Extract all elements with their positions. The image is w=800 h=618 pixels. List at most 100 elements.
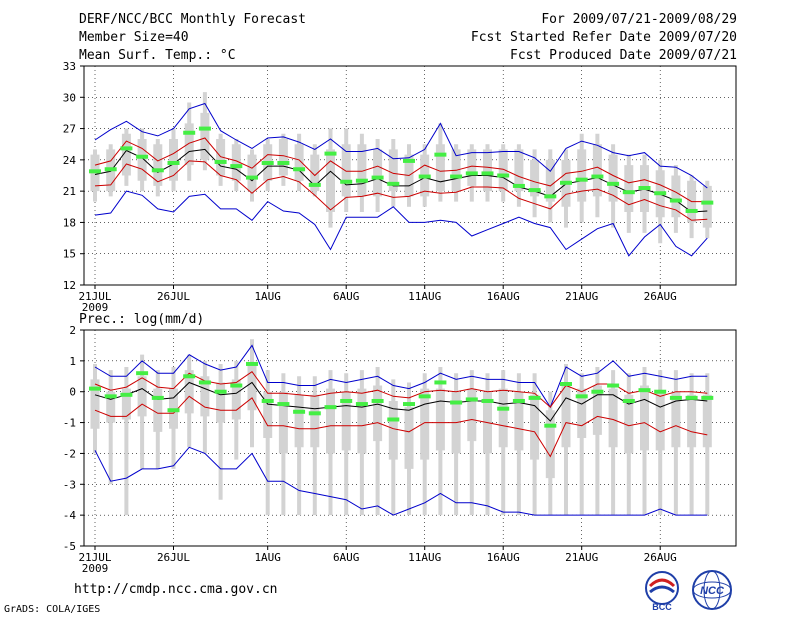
lower-sd-line [94,395,708,458]
median-marker [544,194,557,199]
x-tick-label: 11AUG [408,290,441,303]
y-tick-label: 15 [63,248,76,261]
x-tick-label: 26AUG [644,551,677,564]
median-marker [512,183,525,188]
grads-credit: GrADS: COLA/IGES [4,604,101,615]
median-marker [261,398,274,403]
median-marker [246,175,258,180]
median-marker [261,160,274,165]
mean-line [94,381,708,422]
median-marker [198,126,211,131]
median-marker [151,168,164,173]
footer-url[interactable]: http://cmdp.ncc.cma.gov.cn [74,582,278,597]
median-marker [355,402,368,407]
y-tick-label: 2 [69,324,76,337]
x-tick-label: 21JUL [78,551,111,564]
min-member-line [94,190,708,257]
median-marker [481,171,494,176]
median-marker [497,173,510,178]
x-tick-label: 26JUL [157,290,190,303]
svg-text:BCC: BCC [652,602,672,612]
y-tick-label: 12 [63,279,76,292]
y-tick-label: 27 [63,123,76,136]
median-marker [591,389,604,394]
median-marker [198,380,211,385]
y-tick-label: -1 [63,417,76,430]
x-tick-label: 21AUG [565,290,598,303]
median-marker [560,382,572,386]
median-marker [340,398,353,403]
median-marker [528,188,541,193]
median-marker [418,394,431,399]
median-marker [669,198,682,203]
mean-line [94,148,708,213]
median-marker [465,171,478,176]
max-member-line [94,344,708,409]
max-member-line [94,102,708,189]
x-tick-label: 11AUG [408,551,441,564]
median-marker [277,402,290,407]
x-tick-label: 6AUG [333,290,360,303]
member-size: Member Size=40 [79,30,189,45]
y-tick-label: -4 [63,509,77,522]
y-tick-label: 21 [63,185,76,198]
y-tick-label: -2 [63,447,76,460]
median-marker [151,395,164,400]
median-marker [89,386,101,391]
median-marker [465,397,478,402]
x-tick-label: 21AUG [565,551,598,564]
median-marker [277,160,290,165]
x-tick-label: 16AUG [487,551,520,564]
x-tick-label: 1AUG [254,551,281,564]
plot-frame [83,65,737,286]
y-tick-label: -5 [63,540,76,553]
median-marker [214,159,227,164]
median-marker [638,186,651,191]
median-marker [497,406,510,411]
median-marker [481,398,494,403]
median-marker [89,169,101,174]
median-marker [434,152,447,157]
median-marker [371,398,384,403]
y-tick-label: 24 [63,154,77,167]
median-marker [293,167,306,172]
forecast-period: For 2009/07/21-2009/08/29 [541,12,737,27]
upper-sd-line [94,137,708,203]
plot-frame [83,329,737,547]
median-marker [104,394,117,399]
median-marker [654,191,667,196]
median-marker [136,154,149,159]
y-tick-label: -3 [63,478,76,491]
median-marker [355,178,368,183]
median-marker [308,182,321,187]
bcc-logo: BCC [645,571,679,612]
median-marker [528,395,541,400]
min-member-line [94,446,708,516]
median-marker [120,146,133,151]
median-marker [104,167,117,172]
precip-panel-label: Prec.: log(mm/d) [79,312,204,327]
median-marker [575,177,588,182]
x-tick-label: 16AUG [487,290,520,303]
median-marker [340,179,353,184]
median-marker [434,380,447,385]
median-marker [512,398,525,403]
median-marker [403,402,415,407]
started-date: Fcst Started Refer Date 2009/07/20 [470,30,737,45]
y-tick-label: 1 [69,355,76,368]
median-marker [167,408,180,413]
median-marker [622,398,635,403]
svg-text:NCC: NCC [700,585,725,597]
median-marker [450,174,463,179]
produced-date: Fcst Produced Date 2009/07/21 [510,48,737,63]
median-marker [183,130,196,135]
median-marker [167,160,180,165]
ncc-logo: NCC [692,570,732,610]
median-marker [214,389,227,394]
median-marker [403,158,415,163]
x-tick-label: 21JUL [78,290,111,303]
median-marker [701,200,714,205]
x-year-label: 2009 [82,562,109,575]
median-marker [685,395,698,400]
median-marker [654,389,667,394]
